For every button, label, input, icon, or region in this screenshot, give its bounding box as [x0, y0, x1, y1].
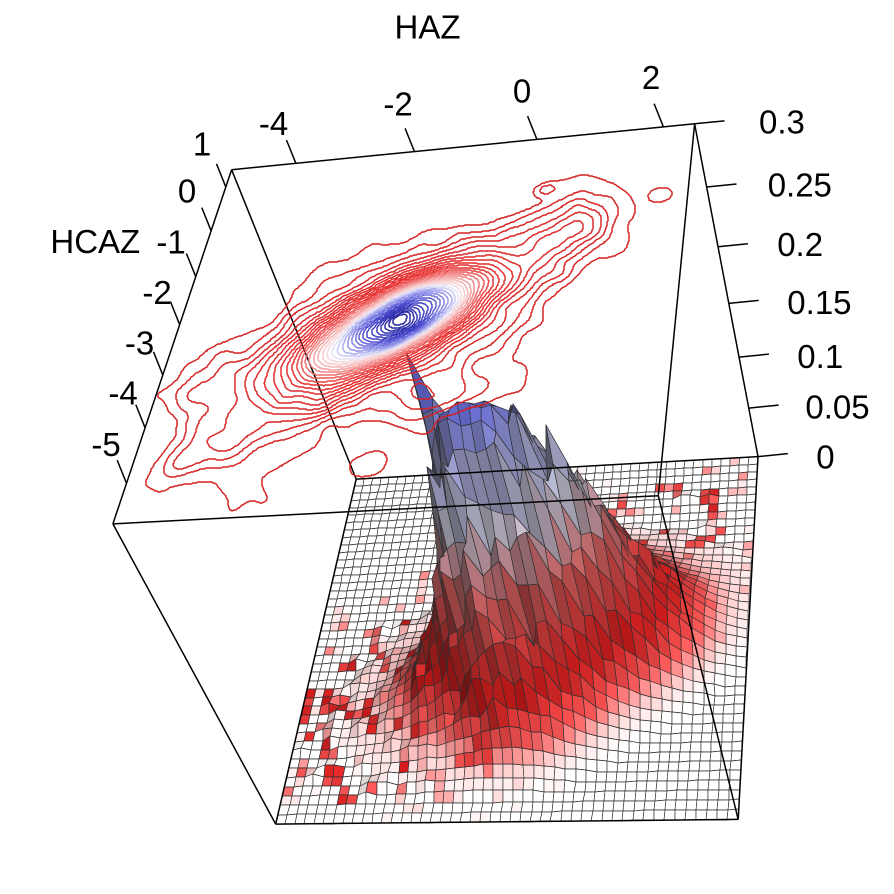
svg-text:1: 1 [193, 125, 211, 162]
svg-text:-3: -3 [125, 324, 154, 361]
svg-text:0.2: 0.2 [777, 226, 823, 263]
svg-text:-5: -5 [91, 426, 120, 463]
svg-text:0.25: 0.25 [768, 167, 832, 204]
svg-text:HAZ: HAZ [395, 8, 461, 45]
svg-text:0: 0 [513, 73, 531, 110]
svg-text:-2: -2 [142, 274, 171, 311]
svg-text:-2: -2 [383, 86, 412, 123]
svg-text:-1: -1 [156, 223, 185, 260]
svg-text:0.15: 0.15 [787, 284, 851, 321]
svg-text:-4: -4 [259, 105, 288, 142]
svg-text:0: 0 [178, 173, 196, 210]
svg-text:0.05: 0.05 [805, 389, 869, 426]
svg-text:0.3: 0.3 [759, 104, 805, 141]
svg-text:0: 0 [816, 438, 834, 475]
svg-text:0.1: 0.1 [797, 338, 843, 375]
svg-text:-4: -4 [108, 375, 137, 412]
svg-text:2: 2 [642, 59, 660, 96]
svg-text:HCAZ: HCAZ [50, 223, 140, 260]
